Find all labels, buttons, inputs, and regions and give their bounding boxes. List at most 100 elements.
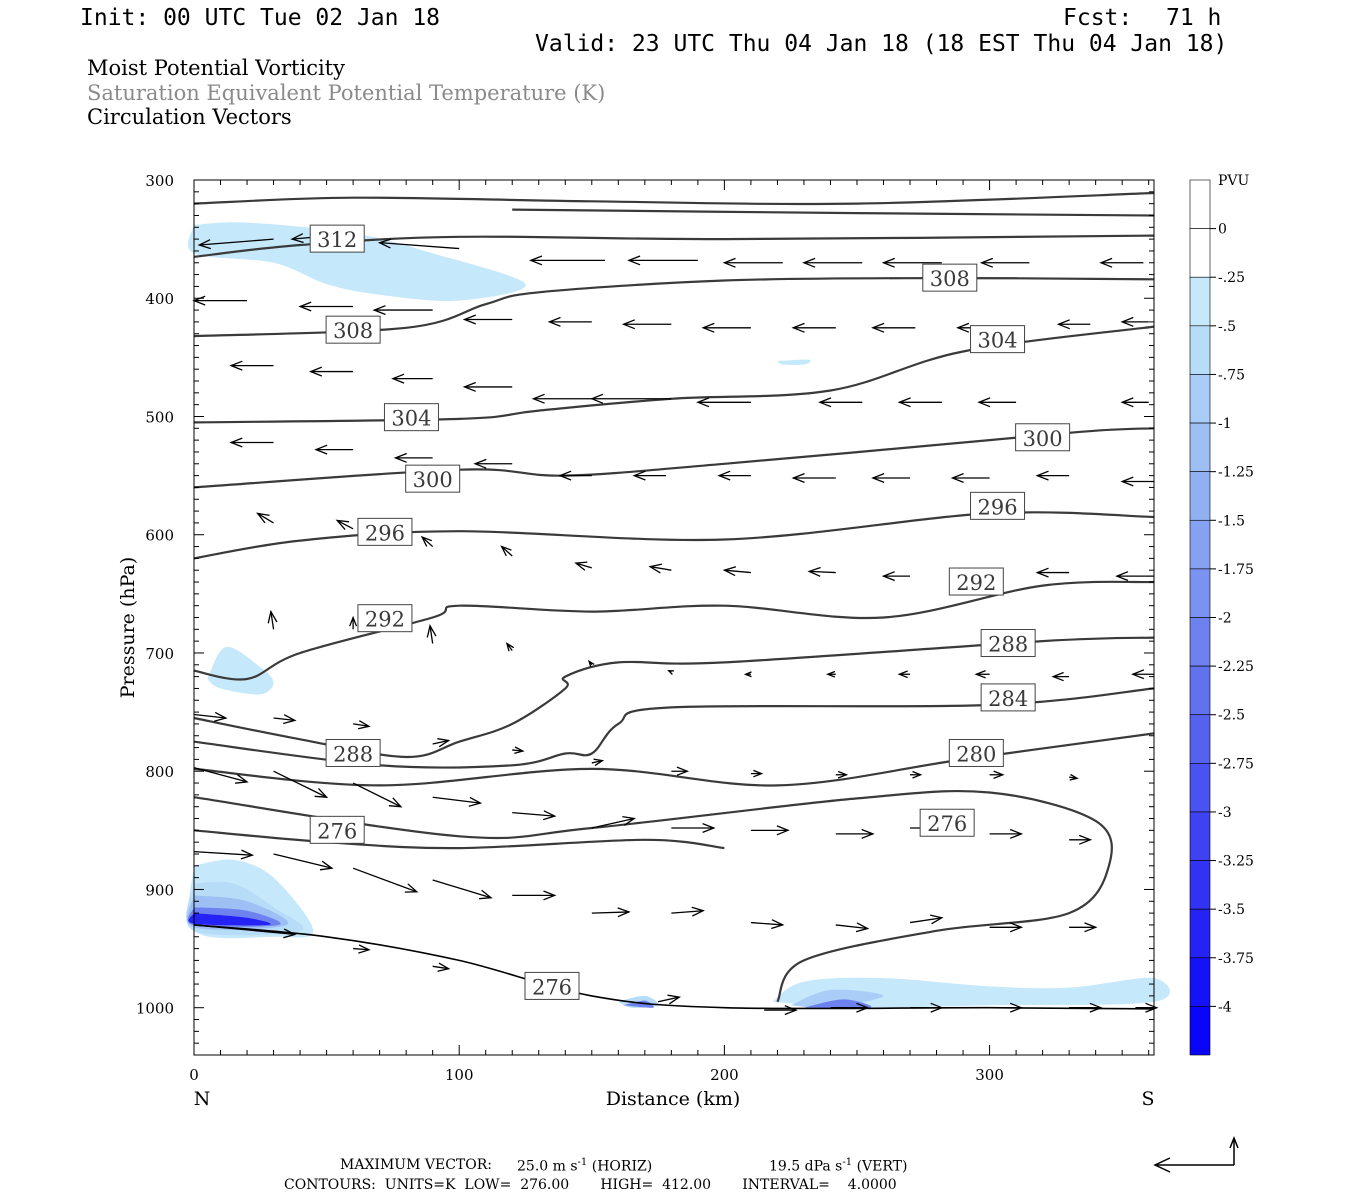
circulation-vector (349, 615, 358, 630)
circulation-vector (531, 393, 592, 404)
vector-head (543, 890, 557, 901)
vector-head (1009, 922, 1024, 933)
contour-label-text: 288 (333, 742, 373, 766)
colorbar-segment (1189, 276, 1211, 327)
x-tick-label: 300 (975, 1066, 1004, 1084)
vector-head (1145, 1002, 1159, 1013)
vector-shaft (353, 723, 370, 727)
vector-shaft (750, 921, 783, 926)
vector-shaft (193, 767, 248, 783)
circulation-vector (1035, 470, 1070, 481)
vector-head (388, 797, 403, 808)
circulation-vector (791, 322, 836, 333)
vector-shaft (432, 965, 449, 970)
colorbar-label: -1 (1218, 416, 1232, 432)
circulation-vector (426, 624, 437, 644)
vector-head (701, 322, 715, 333)
max-vector-vert-value: 19.5 dPa s (769, 1158, 843, 1175)
vector-head (298, 301, 312, 312)
vector-head (529, 255, 543, 266)
theta-es-contour (193, 829, 725, 850)
pv-shade-region (207, 646, 274, 695)
circulation-vector (193, 711, 228, 722)
vector-head (1099, 257, 1113, 268)
vector-head (543, 810, 557, 821)
circulation-vector (352, 782, 403, 808)
circulation-vector (657, 994, 682, 1005)
vector-head (290, 233, 304, 244)
contour-label: 304 (383, 403, 439, 432)
vector-head (240, 849, 255, 860)
circulation-vector (909, 914, 944, 925)
vector-head (979, 257, 994, 268)
circulation-vector (256, 512, 274, 524)
colorbar-unit: PVU (1218, 173, 1250, 189)
contour-label: 308 (922, 263, 978, 292)
contour-label: 300 (1015, 423, 1071, 452)
circulation-vector (671, 906, 705, 917)
circulation-vector (807, 566, 836, 577)
colorbar-label: -4 (1218, 999, 1232, 1015)
vector-head (881, 257, 895, 268)
vector-head (1131, 669, 1145, 680)
circulation-vector (193, 767, 249, 784)
vector-head (1120, 397, 1134, 408)
vector-head (930, 1002, 944, 1013)
circulation-vector (267, 609, 278, 630)
circulation-vector (229, 360, 274, 371)
vector-head (1056, 319, 1070, 330)
vector-shaft (273, 770, 327, 798)
circulation-vector (591, 907, 631, 918)
colorbar-label: -2.25 (1218, 659, 1254, 675)
vector-shaft (432, 879, 492, 899)
contour-label: 280 (948, 738, 1004, 767)
max-vector-label: MAXIMUM VECTOR: (340, 1157, 492, 1173)
vector-head (950, 472, 964, 484)
contour-label-text: 308 (930, 267, 970, 291)
circulation-vector (547, 316, 592, 327)
vector-shaft (650, 566, 672, 571)
colorbar-segment (1189, 1006, 1211, 1056)
vector-head (372, 305, 386, 316)
theta-es-contour (193, 191, 1155, 206)
contour-label-box (383, 403, 439, 432)
colorbar-segment (1189, 860, 1211, 910)
vector-shaft (724, 569, 751, 574)
theta-es-contour (193, 427, 1155, 489)
colorbar-label: -3.75 (1218, 951, 1254, 967)
circulation-vector (621, 319, 672, 330)
vector-shaft (270, 611, 275, 630)
vector-head (648, 563, 663, 574)
colorbar-segment (1189, 228, 1211, 278)
contour-info: CONTOURS: UNITS=K LOW= 276.00 HIGH= 412.… (284, 1177, 897, 1193)
vector-shaft (501, 546, 513, 557)
vector-head (676, 766, 690, 776)
vector-head (1035, 470, 1049, 481)
vector-head (229, 437, 243, 448)
vector-head (1078, 834, 1093, 845)
vector-head (627, 255, 641, 266)
colorbar-segment (1189, 957, 1211, 1007)
circulation-vector (229, 437, 274, 448)
circulation-vector (910, 1002, 944, 1013)
contour-label-box (357, 517, 413, 546)
circulation-vector (590, 393, 672, 404)
vector-head (807, 566, 821, 577)
pv-colorbar: PVU 0 -.25 -.5 -.75 -1 -1.25 -1.5 -1.75 -2 -2.25 -2… (1189, 173, 1254, 1056)
y-tick-label: 500 (145, 408, 174, 426)
y-tick-label: 700 (145, 645, 174, 663)
colorbar-label: -2 (1218, 611, 1232, 627)
vector-head (547, 316, 561, 327)
vector-shaft (193, 924, 295, 936)
contour-label-box (980, 683, 1036, 712)
vector-head (377, 238, 392, 249)
pv-shade-region (772, 977, 1170, 1008)
vector-head (897, 670, 908, 679)
circulation-vector (473, 458, 513, 469)
vector-shaft (336, 519, 354, 530)
vector-shaft (909, 917, 942, 924)
circulation-vector (717, 470, 751, 481)
circulation-vector (193, 849, 255, 860)
x-axis-title: Distance (km) (606, 1088, 741, 1110)
circulation-vector (696, 397, 751, 408)
